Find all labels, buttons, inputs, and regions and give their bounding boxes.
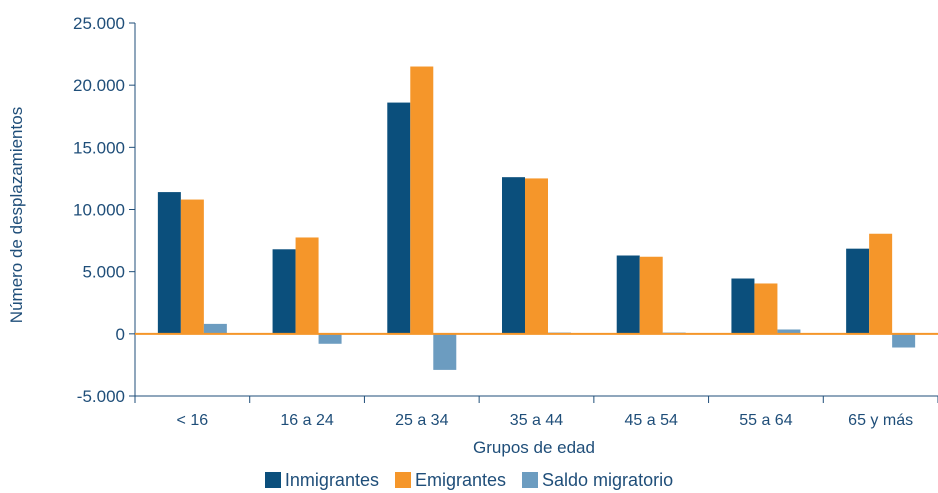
bar <box>525 178 548 334</box>
x-tick-label: 25 a 34 <box>395 412 448 429</box>
x-tick-label: < 16 <box>177 412 209 429</box>
y-axis: -5.000 0 5.000 10.000 15.000 20.000 25.000 <box>73 14 136 406</box>
legend-item-saldo-migratorio: Saldo migratorio <box>522 470 673 491</box>
y-tick-label: 25.000 <box>73 14 125 33</box>
x-tick-label: 55 a 64 <box>739 412 792 429</box>
bar <box>272 249 296 334</box>
bar <box>318 333 342 344</box>
y-tick-label: 0 <box>116 325 125 344</box>
y-tick-label: -5.000 <box>77 387 125 406</box>
legend-swatch-saldo-migratorio <box>522 472 539 488</box>
bar <box>846 248 870 334</box>
x-tick-label: 35 a 44 <box>510 412 563 429</box>
legend-label-emigrantes: Emigrantes <box>414 469 507 490</box>
bar <box>777 329 801 334</box>
y-axis-label: Número de desplazamientos <box>7 107 26 323</box>
bar <box>892 333 916 348</box>
legend-label-saldo-migratorio: Saldo migratorio <box>542 469 674 490</box>
bar <box>616 255 640 334</box>
bar <box>387 102 411 334</box>
bar <box>731 278 755 334</box>
y-tick-label: 10.000 <box>73 201 125 220</box>
x-tick-label: 65 y más <box>848 412 913 429</box>
bar <box>203 323 227 334</box>
legend: Inmigrantes Emigrantes Saldo migratorio <box>0 467 938 493</box>
legend-label-inmigrantes: Inmigrantes <box>284 469 379 490</box>
bar <box>433 333 457 370</box>
legend-item-emigrantes: Emigrantes <box>394 469 507 491</box>
bar <box>754 283 778 334</box>
legend-swatch-inmigrantes <box>264 472 281 488</box>
y-tick-label: 20.000 <box>73 76 125 95</box>
bar <box>180 199 204 334</box>
y-tick-label: 5.000 <box>82 263 125 282</box>
bar <box>410 66 434 334</box>
bar-chart: -5.000 0 5.000 10.000 15.000 20.000 25.000 < 1… <box>7 14 938 457</box>
legend-swatch-emigrantes <box>394 472 411 488</box>
bar <box>295 237 319 334</box>
x-axis: < 16 16 a 24 25 a 34 35 a 44 45 a 54 55 a 64 6… <box>134 395 938 429</box>
bar <box>639 256 663 334</box>
y-tick-label: 15.000 <box>73 138 125 157</box>
x-axis-label: Grupos de edad <box>473 438 595 457</box>
bar <box>157 192 181 334</box>
legend-item-inmigrantes: Inmigrantes <box>264 469 379 491</box>
bar <box>869 233 893 334</box>
bars <box>157 66 916 370</box>
x-tick-label: 16 a 24 <box>280 412 333 429</box>
bar <box>502 177 525 334</box>
x-tick-label: 45 a 54 <box>625 412 678 429</box>
